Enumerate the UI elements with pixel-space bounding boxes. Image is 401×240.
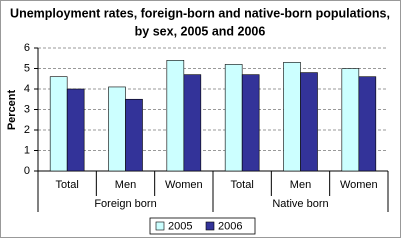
y-tick-label: 3 [24,103,30,115]
x-tick-label: Total [56,179,79,191]
bar [166,59,185,172]
chart-title: Unemployment rates, foreign-born and nat… [10,6,390,20]
x-tick-label: Men [290,179,311,191]
y-tick-label: 5 [24,62,30,74]
group-label: Native born [272,198,328,210]
bar [224,64,243,172]
x-tick-label: Women [340,179,378,191]
bar [108,86,126,172]
bar [125,98,143,172]
legend-swatch [155,221,165,231]
y-tick-label: 6 [24,42,30,54]
bar [241,74,260,172]
bar [300,72,318,172]
x-tick-label: Men [115,179,136,191]
bar [341,68,360,172]
y-tick-label: 4 [24,83,30,95]
bar [66,88,85,172]
y-tick-label: 1 [24,144,30,156]
x-tick-label: Women [165,179,203,191]
legend-box [149,217,256,235]
legend-label: 2005 [168,220,192,232]
y-tick-label: 0 [24,165,30,177]
bar [283,62,301,172]
chart-title: by sex, 2005 and 2006 [135,24,266,38]
bar [183,74,202,172]
x-tick-label: Total [231,179,254,191]
bar [49,76,68,172]
y-axis-label: Percent [6,89,18,130]
legend-label: 2006 [218,220,242,232]
bar [358,76,377,172]
y-tick-label: 2 [24,124,30,136]
group-label: Foreign born [94,198,156,210]
legend-swatch [205,221,215,231]
